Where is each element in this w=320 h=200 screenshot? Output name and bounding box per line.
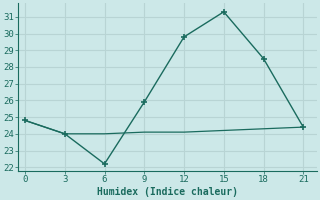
X-axis label: Humidex (Indice chaleur): Humidex (Indice chaleur) — [97, 186, 238, 197]
